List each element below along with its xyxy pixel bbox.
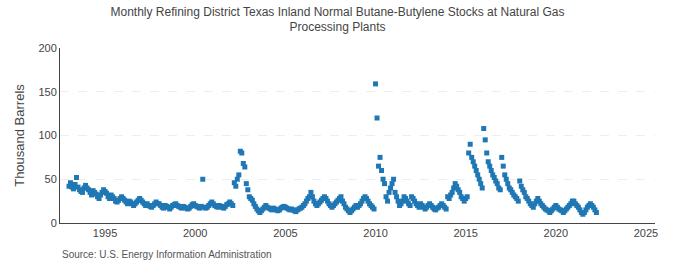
svg-text:1995: 1995 (93, 227, 117, 239)
svg-text:100: 100 (38, 129, 56, 141)
svg-text:2015: 2015 (453, 227, 477, 239)
svg-text:2005: 2005 (273, 227, 297, 239)
svg-text:2020: 2020 (544, 227, 568, 239)
svg-text:2000: 2000 (183, 227, 207, 239)
svg-text:2025: 2025 (634, 227, 658, 239)
svg-text:150: 150 (38, 86, 56, 98)
svg-text:200: 200 (38, 42, 56, 54)
svg-text:0: 0 (51, 217, 57, 229)
svg-text:50: 50 (45, 173, 57, 185)
svg-text:Source: U.S. Energy Informatio: Source: U.S. Energy Information Administ… (62, 249, 272, 260)
svg-text:Monthly Refining District Texa: Monthly Refining District Texas Inland N… (111, 5, 565, 35)
svg-text:2010: 2010 (363, 227, 387, 239)
svg-text:Thousand Barrels: Thousand Barrels (12, 84, 27, 187)
